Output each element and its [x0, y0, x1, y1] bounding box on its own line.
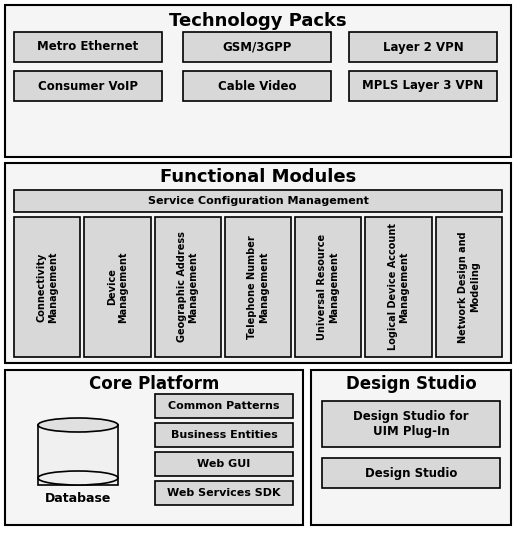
Bar	[322, 458, 500, 488]
Text: Design Studio for
UIM Plug-In: Design Studio for UIM Plug-In	[353, 410, 469, 438]
Text: GSM/3GPP: GSM/3GPP	[222, 41, 292, 53]
Bar	[5, 370, 303, 525]
Text: Cable Video: Cable Video	[218, 79, 296, 93]
Bar	[311, 370, 511, 525]
Text: Core Platform: Core Platform	[89, 375, 219, 393]
Bar	[5, 5, 511, 157]
Bar	[225, 217, 291, 357]
Bar	[84, 217, 151, 357]
Text: MPLS Layer 3 VPN: MPLS Layer 3 VPN	[362, 79, 483, 93]
Bar	[436, 217, 502, 357]
Text: Web GUI: Web GUI	[198, 459, 251, 469]
Bar	[14, 217, 80, 357]
Bar	[365, 217, 432, 357]
Bar	[349, 71, 497, 101]
Text: Network Design and
Modeling: Network Design and Modeling	[458, 231, 480, 343]
Bar	[183, 32, 331, 62]
Bar	[155, 481, 293, 505]
Text: Design Studio: Design Studio	[346, 375, 476, 393]
Text: Consumer VoIP: Consumer VoIP	[38, 79, 138, 93]
Text: Universal Resource
Management: Universal Resource Management	[317, 234, 339, 340]
Bar	[155, 452, 293, 476]
Text: Connectivity
Management: Connectivity Management	[36, 251, 58, 323]
Ellipse shape	[38, 418, 118, 432]
Text: Layer 2 VPN: Layer 2 VPN	[383, 41, 463, 53]
Bar	[322, 401, 500, 447]
Bar	[349, 32, 497, 62]
Text: Logical Device Account
Management: Logical Device Account Management	[388, 223, 409, 351]
Text: Design Studio: Design Studio	[365, 466, 457, 480]
Text: Metro Ethernet: Metro Ethernet	[37, 41, 139, 53]
Text: Geographic Address
Management: Geographic Address Management	[177, 231, 199, 342]
Bar	[14, 71, 162, 101]
Bar	[155, 423, 293, 447]
Text: Database: Database	[45, 492, 111, 505]
Text: Common Patterns: Common Patterns	[168, 401, 280, 411]
Bar	[5, 163, 511, 363]
Bar	[295, 217, 361, 357]
Text: Service Configuration Management: Service Configuration Management	[148, 196, 368, 206]
Bar	[14, 32, 162, 62]
Bar	[155, 217, 221, 357]
Text: Functional Modules: Functional Modules	[160, 168, 356, 186]
Text: Business Entities: Business Entities	[171, 430, 278, 440]
Ellipse shape	[38, 471, 118, 485]
Text: Technology Packs: Technology Packs	[169, 12, 347, 30]
Bar	[38, 425, 118, 485]
Bar	[183, 71, 331, 101]
Text: Web Services SDK: Web Services SDK	[167, 488, 281, 498]
Text: Telephone Number
Management: Telephone Number Management	[247, 235, 269, 339]
Bar	[14, 190, 502, 212]
Bar	[155, 394, 293, 418]
Text: Device
Management: Device Management	[107, 251, 128, 323]
